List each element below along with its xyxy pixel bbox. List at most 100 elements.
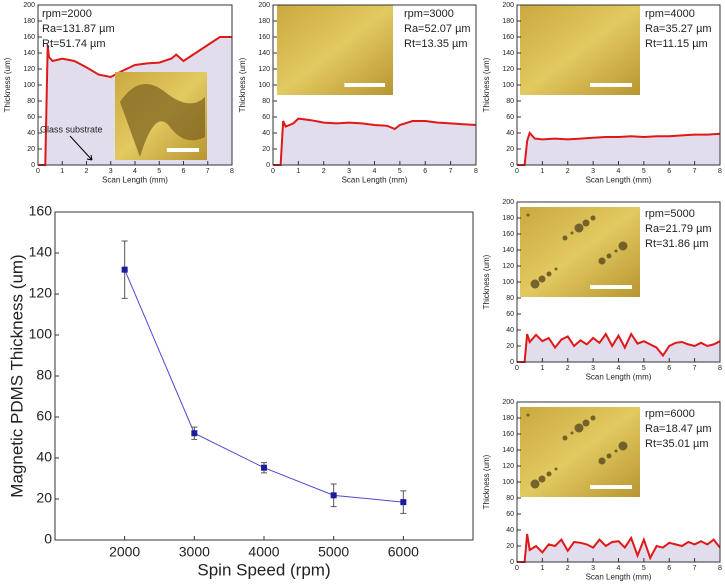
y-tick-label: 0 [44,531,52,547]
pore [618,441,628,451]
area-fill [517,133,720,165]
annotation: rpm=6000 [645,408,695,420]
y-tick-label: 100 [23,82,35,89]
x-tick-label: 1 [540,365,544,372]
y-tick-label: 120 [258,66,270,73]
y-tick-label: 100 [502,479,514,486]
scale-bar [590,83,632,87]
area-fill [273,118,476,165]
y-tick-label: 200 [23,2,35,9]
x-tick-label: 6 [667,168,671,175]
area-fill [517,334,720,362]
y-axis-label: Thickness (um) [3,57,12,112]
callout-arrow [69,135,93,161]
y-tick-label: 80 [27,98,35,105]
y-tick-label: 140 [502,247,514,254]
marker [191,430,198,437]
pore [570,431,574,435]
y-tick-label: 40 [262,130,270,137]
annotation: Rt=35.01 µm [645,438,709,450]
x-tick-label: 1 [540,168,544,175]
x-tick-label: 8 [718,365,722,372]
y-tick-label: 140 [258,50,270,57]
x-axis-label: Scan Length (mm) [586,573,652,582]
y-tick-label: 160 [23,34,35,41]
x-axis-label: Spin Speed (rpm) [197,560,330,579]
x-axis-label: Scan Length (mm) [102,176,168,185]
x-tick-label: 6000 [388,543,419,559]
pore [590,415,596,421]
y-tick-label: 60 [36,408,52,424]
pore [546,271,552,277]
y-tick-label: 0 [510,162,514,169]
y-tick-label: 160 [502,231,514,238]
pore [582,419,590,427]
x-tick-label: 6 [667,365,671,372]
annotation: Rt=13.35 µm [404,38,468,50]
plot-area [55,212,473,540]
y-tick-label: 120 [23,66,35,73]
x-tick-label: 8 [718,565,722,572]
x-tick-label: 2 [85,168,89,175]
pattern [120,84,205,157]
area-fill [517,534,720,562]
x-axis-label: Scan Length (mm) [586,176,652,185]
scale-bar [590,285,632,289]
y-tick-label: 180 [258,18,270,25]
y-tick-label: 120 [502,66,514,73]
marker [400,499,407,506]
y-tick-label: 180 [502,415,514,422]
x-tick-label: 2 [322,168,326,175]
scale-bar [590,485,632,489]
annotation: Ra=131.87 µm [42,23,115,35]
profile-line [517,331,721,363]
annotation: Ra=21.79 µm [645,223,712,235]
annotation: rpm=3000 [404,8,454,20]
y-tick-label: 120 [502,263,514,270]
y-tick-label: 60 [506,311,514,318]
y-tick-label: 0 [31,162,35,169]
annotation: rpm=5000 [645,208,695,220]
y-axis-label: Thickness (um) [482,57,491,112]
annotation: Ra=52.07 µm [404,23,471,35]
x-tick-label: 7 [693,565,697,572]
micrograph [520,5,640,95]
x-tick-label: 5 [642,168,646,175]
y-tick-label: 180 [23,18,35,25]
profile-line [517,533,721,563]
y-tick-label: 0 [510,359,514,366]
x-tick-label: 1 [60,168,64,175]
annotation: Ra=35.27 µm [645,23,712,35]
x-tick-label: 8 [474,168,478,175]
pore [614,249,618,253]
x-tick-label: 7 [449,168,453,175]
y-tick-label: 0 [510,559,514,566]
y-tick-label: 140 [23,50,35,57]
x-tick-label: 1 [296,168,300,175]
x-tick-label: 0 [515,365,519,372]
x-tick-label: 4000 [248,543,279,559]
x-tick-label: 7 [693,168,697,175]
x-tick-label: 2 [566,365,570,372]
pore [582,219,590,227]
x-tick-label: 0 [515,168,519,175]
y-tick-label: 80 [36,367,52,383]
y-tick-label: 120 [29,285,53,301]
y-tick-label: 200 [502,399,514,406]
x-tick-label: 5 [642,365,646,372]
x-tick-label: 7 [206,168,210,175]
callout: Glass substrate [40,124,103,134]
pore [526,413,530,417]
pore [562,235,568,241]
x-tick-label: 3 [109,168,113,175]
y-tick-label: 20 [506,146,514,153]
pore [606,453,612,459]
annotation: Rt=31.86 µm [645,238,709,250]
profile-line [517,131,721,166]
y-tick-label: 100 [258,82,270,89]
profile-line [273,117,477,166]
x-tick-label: 3000 [179,543,210,559]
y-tick-label: 200 [258,2,270,9]
y-tick-label: 140 [502,447,514,454]
x-tick-label: 5 [157,168,161,175]
